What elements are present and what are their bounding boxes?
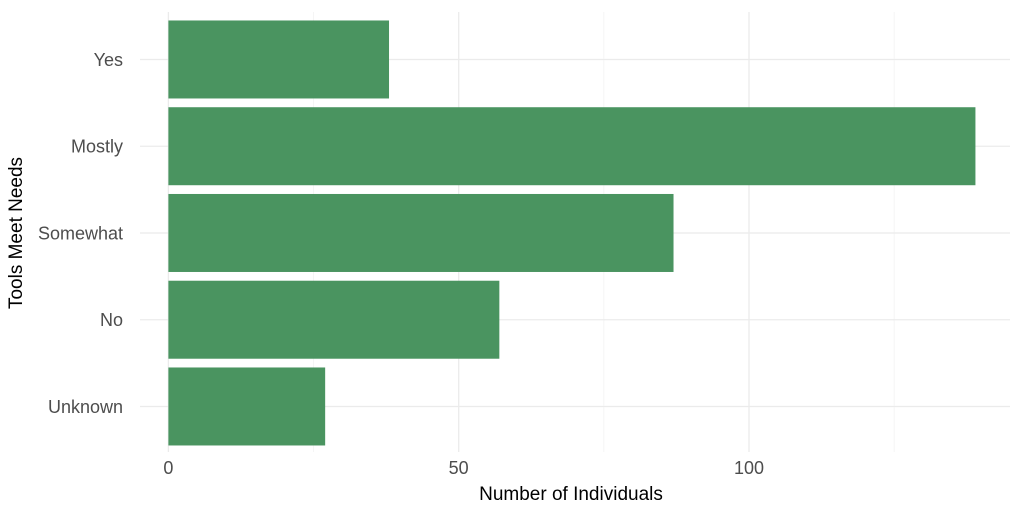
bars (168, 20, 976, 446)
x-tick-label: 50 (449, 458, 469, 478)
y-tick-label: No (100, 310, 123, 330)
y-tick-label: Mostly (71, 137, 123, 157)
y-tick-labels: Yes Mostly Somewhat No Unknown (38, 50, 123, 417)
y-tick-label: Unknown (48, 397, 123, 417)
bar-somewhat (168, 193, 674, 272)
bar-unknown (168, 367, 326, 446)
y-tick-label: Yes (94, 50, 123, 70)
bar-no (168, 280, 500, 359)
y-tick-label: Somewhat (38, 223, 123, 243)
y-axis-title: Tools Meet Needs (6, 157, 27, 309)
x-axis-title: Number of Individuals (479, 484, 663, 505)
bar-yes (168, 20, 390, 99)
x-tick-label: 0 (163, 458, 173, 478)
bar-mostly (168, 107, 976, 186)
x-tick-labels: 0 50 100 (163, 458, 764, 478)
x-tick-label: 100 (734, 458, 764, 478)
